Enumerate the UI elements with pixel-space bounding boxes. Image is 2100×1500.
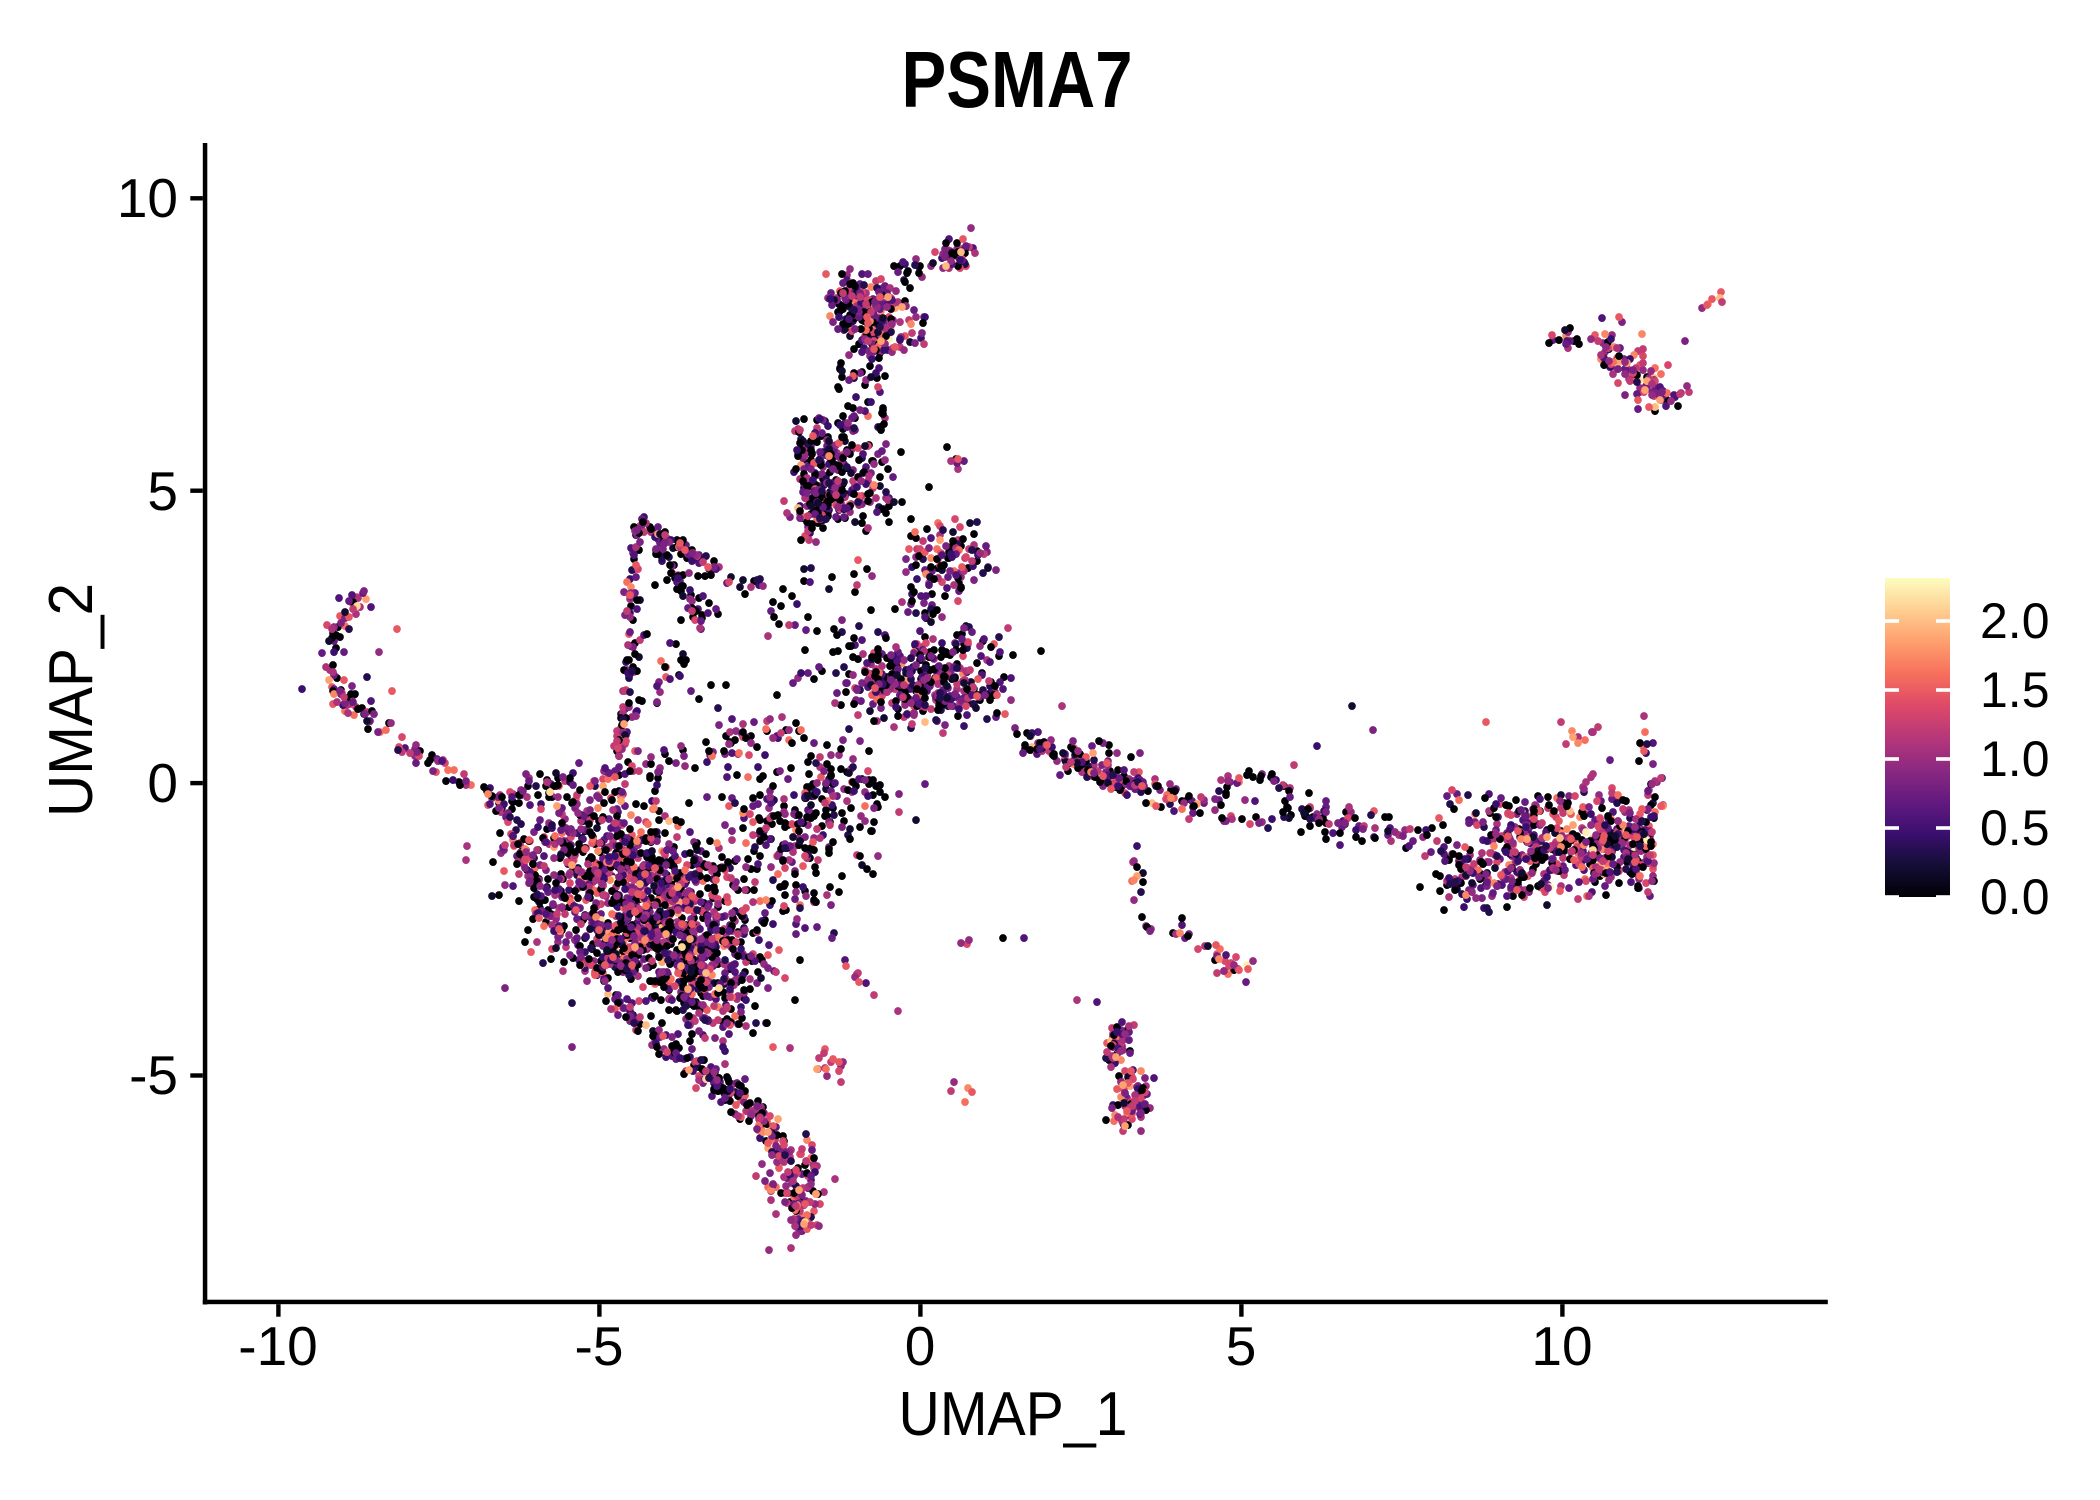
svg-text:PSMA7: PSMA7: [902, 35, 1133, 124]
svg-text:-5: -5: [575, 1315, 624, 1377]
svg-text:0: 0: [147, 752, 178, 814]
svg-text:2.0: 2.0: [1980, 593, 2050, 649]
svg-text:UMAP_1: UMAP_1: [899, 1380, 1128, 1449]
svg-text:0.0: 0.0: [1980, 869, 2050, 925]
svg-text:1.5: 1.5: [1980, 662, 2050, 718]
svg-text:-5: -5: [129, 1044, 178, 1106]
svg-text:5: 5: [147, 460, 178, 522]
svg-text:10: 10: [1531, 1315, 1592, 1377]
svg-text:0: 0: [905, 1315, 936, 1377]
svg-text:1.0: 1.0: [1980, 731, 2050, 787]
svg-text:10: 10: [117, 167, 178, 229]
svg-text:UMAP_2: UMAP_2: [37, 583, 106, 817]
svg-text:0.5: 0.5: [1980, 800, 2050, 856]
svg-text:5: 5: [1226, 1315, 1257, 1377]
svg-text:-10: -10: [238, 1315, 318, 1377]
